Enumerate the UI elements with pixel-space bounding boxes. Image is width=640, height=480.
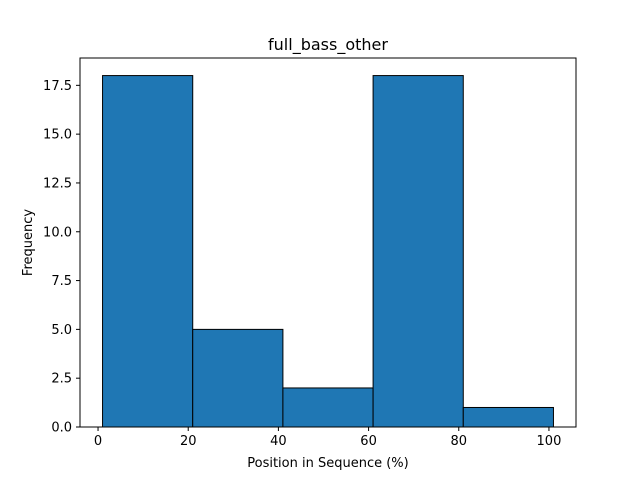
x-tick-label: 40 bbox=[270, 434, 287, 449]
histogram-bar-1 bbox=[192, 328, 284, 428]
y-tick-label: 5.0 bbox=[51, 323, 72, 338]
x-axis-title: Position in Sequence (%) bbox=[247, 456, 408, 471]
chart-title: full_bass_other bbox=[268, 35, 388, 55]
y-ticks-group: 0.0 2.5 5.0 7.5 10.0 12.5 15.0 17.5 bbox=[43, 79, 80, 436]
y-axis-title: Frequency bbox=[21, 209, 36, 276]
histogram-bar-4 bbox=[462, 406, 554, 428]
x-tick-label: 60 bbox=[360, 434, 377, 449]
y-tick-label: 0.0 bbox=[51, 421, 72, 436]
x-tick-label: 80 bbox=[450, 434, 467, 449]
y-tick-label: 17.5 bbox=[43, 79, 72, 94]
y-tick-label: 15.0 bbox=[43, 128, 72, 143]
y-tick-label: 10.0 bbox=[43, 225, 72, 240]
plot-frame bbox=[79, 57, 577, 428]
y-tick-label: 2.5 bbox=[51, 372, 72, 387]
bars-group bbox=[102, 75, 554, 428]
histogram-bar-0 bbox=[102, 75, 194, 428]
x-tick-label: 0 bbox=[94, 434, 102, 449]
histogram-bar-2 bbox=[282, 387, 374, 428]
y-tick-label: 7.5 bbox=[51, 274, 72, 289]
x-tick-label: 20 bbox=[180, 434, 197, 449]
y-tick-label: 12.5 bbox=[43, 176, 72, 191]
x-tick-label: 100 bbox=[537, 434, 562, 449]
x-ticks-group: 0 20 40 60 80 100 bbox=[94, 427, 561, 449]
histogram-bar-3 bbox=[372, 75, 464, 428]
